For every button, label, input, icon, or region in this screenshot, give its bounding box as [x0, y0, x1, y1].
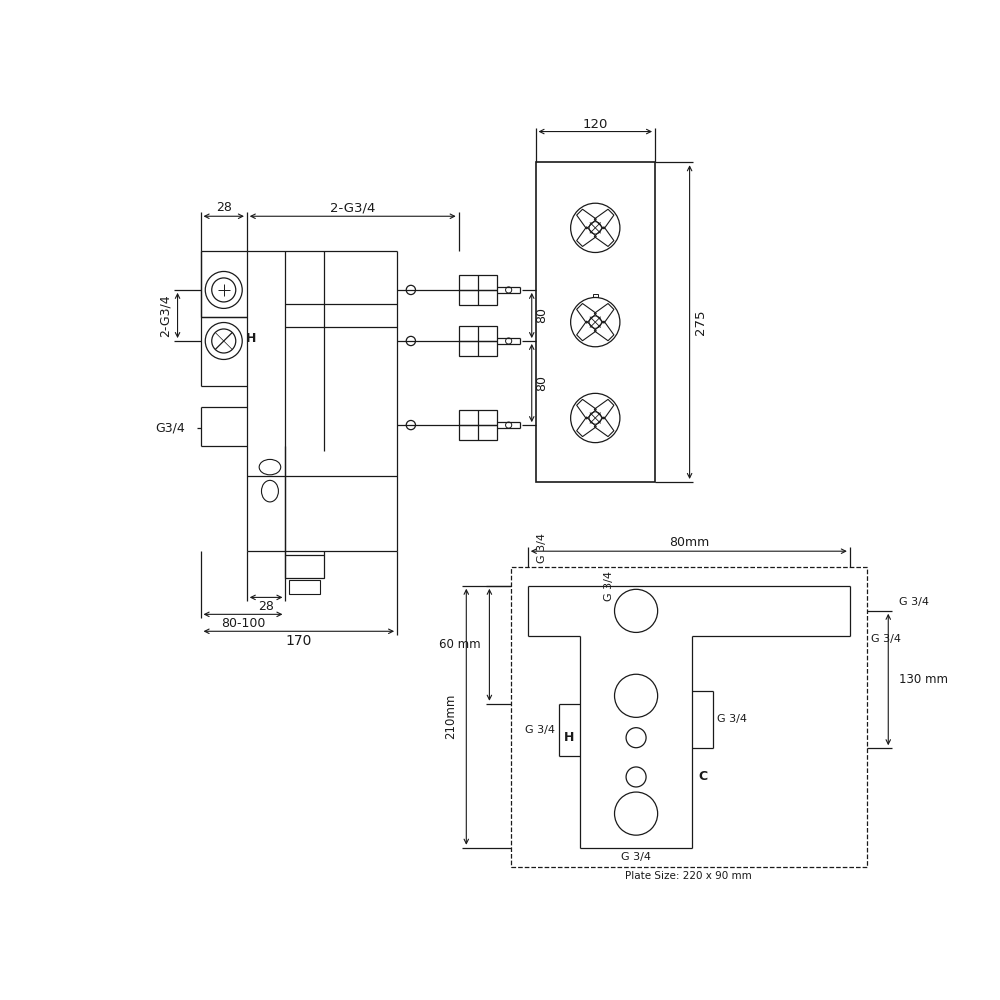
- Text: 120: 120: [583, 118, 608, 131]
- Text: G 3/4: G 3/4: [899, 597, 929, 607]
- Text: 275: 275: [694, 309, 707, 335]
- Bar: [536, 162, 655, 482]
- Text: 2-G3/4: 2-G3/4: [330, 201, 375, 214]
- Text: G 3/4: G 3/4: [537, 533, 547, 563]
- Text: H: H: [564, 731, 574, 744]
- Text: C: C: [698, 770, 707, 783]
- Text: 28: 28: [258, 600, 274, 613]
- Bar: [459, 326, 497, 356]
- Text: 170: 170: [286, 634, 312, 648]
- Text: G 3/4: G 3/4: [621, 852, 651, 862]
- Bar: [593, 294, 598, 297]
- Text: G 3/4: G 3/4: [525, 725, 555, 735]
- Text: 80mm: 80mm: [669, 536, 709, 549]
- Text: 60 mm: 60 mm: [439, 638, 480, 651]
- Text: H: H: [246, 332, 257, 345]
- Bar: [289, 580, 320, 594]
- Bar: [285, 555, 324, 578]
- Text: 80-100: 80-100: [221, 617, 265, 630]
- Bar: [511, 567, 867, 867]
- Text: G 3/4: G 3/4: [717, 714, 747, 724]
- Text: G3/4: G3/4: [156, 422, 185, 435]
- Text: G 3/4: G 3/4: [871, 634, 901, 644]
- Text: 80: 80: [535, 375, 548, 391]
- Text: Plate Size: 220 x 90 mm: Plate Size: 220 x 90 mm: [625, 871, 752, 881]
- Text: 28: 28: [216, 201, 232, 214]
- Text: 2-G3/4: 2-G3/4: [159, 294, 172, 337]
- Bar: [459, 275, 497, 305]
- Text: 130 mm: 130 mm: [899, 673, 948, 686]
- Bar: [459, 410, 497, 440]
- Text: G 3/4: G 3/4: [604, 571, 614, 601]
- Text: 210mm: 210mm: [444, 694, 457, 739]
- Text: 80: 80: [535, 307, 548, 323]
